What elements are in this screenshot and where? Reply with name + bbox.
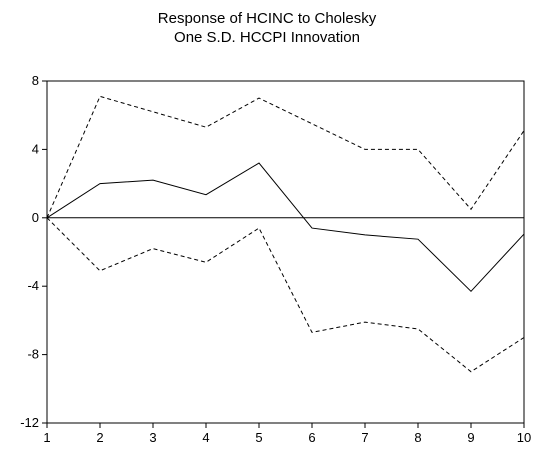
x-tick-label: 1: [43, 430, 50, 445]
series-line-upper-band: [46, 95, 525, 219]
y-tick-label: -8: [27, 347, 39, 362]
y-tick-label: 4: [32, 141, 39, 156]
plot-frame: [46, 80, 525, 424]
x-tick-label: 3: [149, 430, 156, 445]
y-tick-label: 0: [32, 210, 39, 225]
x-tick-label: 8: [414, 430, 421, 445]
x-tick-label: 10: [517, 430, 531, 445]
x-tick-label: 5: [255, 430, 262, 445]
x-tick-label: 4: [202, 430, 209, 445]
x-tick-label: 9: [467, 430, 474, 445]
x-tick-label: 2: [96, 430, 103, 445]
y-tick-label: -4: [27, 278, 39, 293]
x-tick-label: 7: [361, 430, 368, 445]
y-tick-label: -12: [20, 415, 39, 430]
chart-subtitle: One S.D. HCCPI Innovation: [174, 29, 360, 46]
x-tick-label: 6: [308, 430, 315, 445]
y-tick-label: 8: [32, 73, 39, 88]
chart-title: Response of HCINC to Cholesky: [157, 10, 377, 27]
series-line-response: [46, 162, 525, 293]
series-line-lower-band: [46, 217, 525, 373]
